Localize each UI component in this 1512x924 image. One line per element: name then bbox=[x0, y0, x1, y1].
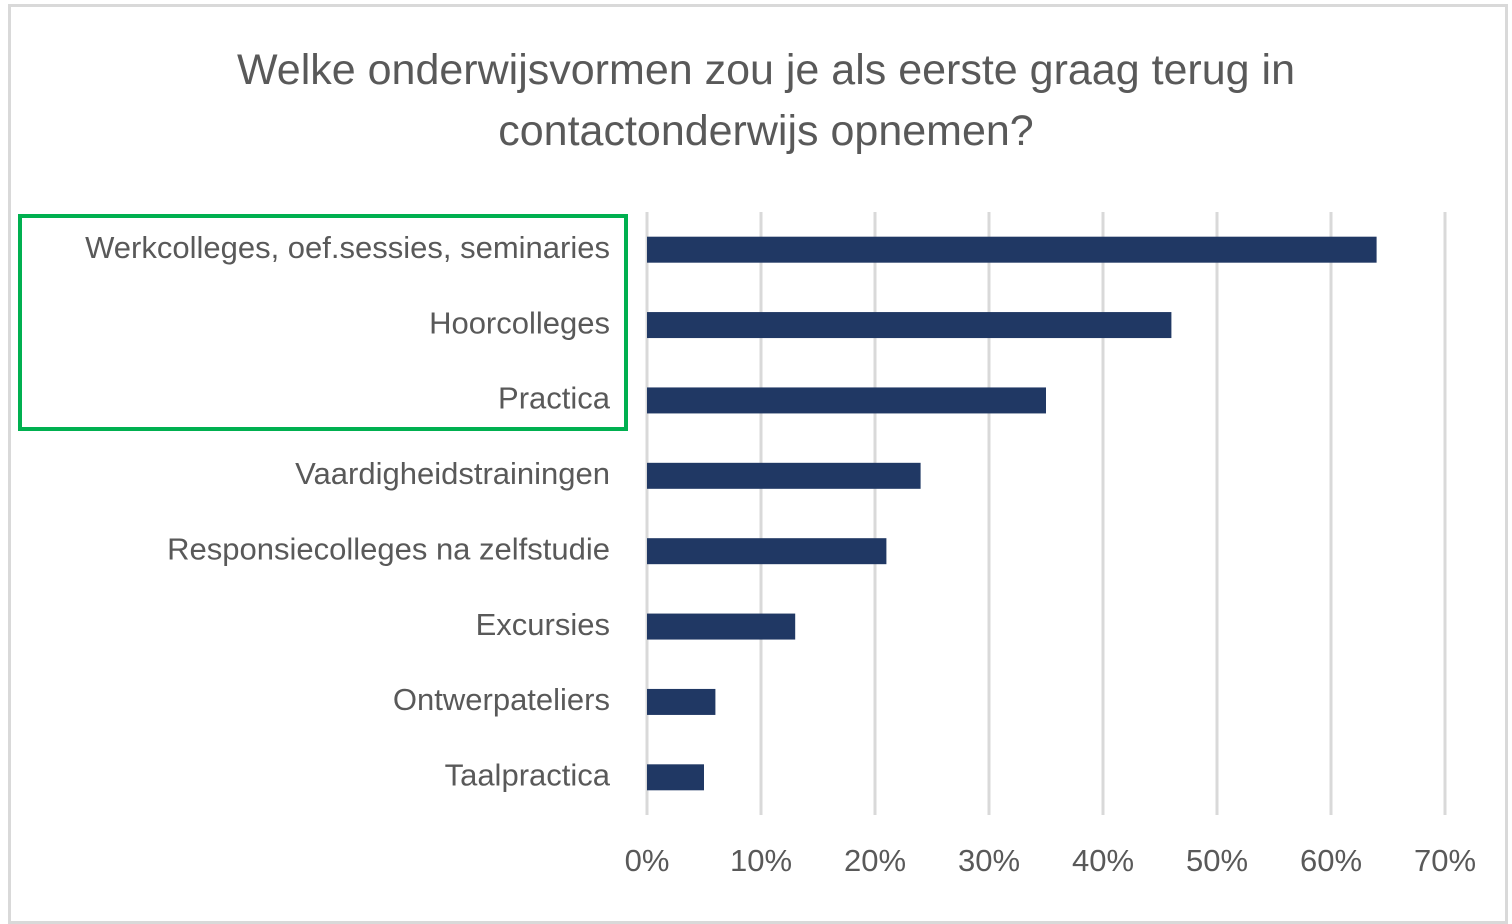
bar bbox=[647, 387, 1046, 414]
bar bbox=[647, 613, 796, 640]
y-tick-label: Werkcolleges, oef.sessies, seminaries bbox=[85, 230, 610, 265]
y-tick-label: Vaardigheidstrainingen bbox=[295, 456, 610, 491]
bar bbox=[647, 538, 887, 565]
x-tick-label: 70% bbox=[1414, 843, 1476, 878]
highlight-box bbox=[18, 214, 628, 431]
y-tick-label: Excursies bbox=[476, 607, 610, 642]
x-tick-label: 30% bbox=[958, 843, 1020, 878]
x-tick-label: 60% bbox=[1300, 843, 1362, 878]
y-tick-label: Ontwerpateliers bbox=[393, 682, 610, 717]
y-tick-label: Taalpractica bbox=[445, 758, 611, 793]
bar bbox=[647, 236, 1377, 263]
x-tick-label: 10% bbox=[730, 843, 792, 878]
x-tick-label: 50% bbox=[1186, 843, 1248, 878]
bar bbox=[647, 462, 921, 489]
bar bbox=[647, 764, 704, 791]
x-tick-label: 40% bbox=[1072, 843, 1134, 878]
x-tick-label: 20% bbox=[844, 843, 906, 878]
y-tick-label: Hoorcolleges bbox=[429, 305, 610, 340]
bar bbox=[647, 312, 1172, 339]
y-tick-label: Practica bbox=[498, 381, 611, 416]
chart-title: Welke onderwijsvormen zou je als eerste … bbox=[236, 46, 1295, 155]
y-tick-label: Responsiecolleges na zelfstudie bbox=[167, 531, 610, 566]
x-tick-label: 0% bbox=[625, 843, 670, 878]
bar bbox=[647, 688, 716, 715]
